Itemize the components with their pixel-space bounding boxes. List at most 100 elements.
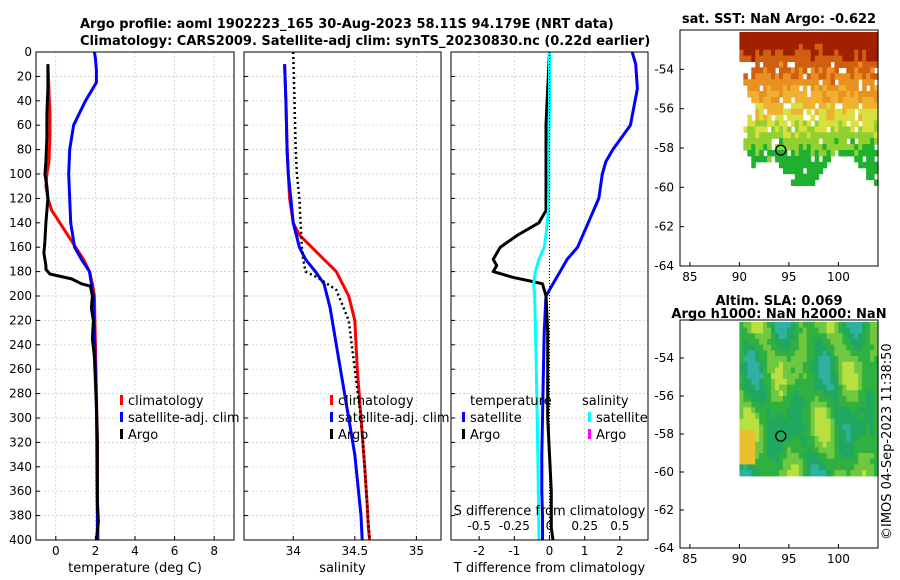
sla-cell [814, 401, 820, 408]
sla-cell [826, 413, 832, 420]
x-tick-label: 0 [52, 544, 60, 558]
sst-cell [794, 49, 800, 57]
sla-cell [842, 344, 847, 351]
sst-cell [826, 61, 832, 68]
sla-cell [751, 418, 756, 426]
sst-cell [798, 67, 804, 74]
sla-cell [743, 390, 748, 397]
sst-cell [747, 114, 752, 122]
sst-cell [838, 90, 843, 98]
top-tick-label: 0.5 [610, 519, 629, 533]
sst-cell [767, 144, 772, 151]
sst-cell [814, 173, 820, 181]
sla-cell [782, 413, 788, 420]
sla-cell [870, 447, 875, 454]
sst-cell [826, 149, 832, 157]
sst-cell [771, 49, 776, 57]
sla-cell [862, 430, 867, 437]
sst-cell [779, 120, 784, 127]
sst-cell [763, 61, 768, 68]
sla-cell [786, 321, 792, 329]
sla-cell [739, 390, 744, 397]
sla-cell [782, 350, 788, 357]
sla-cell [830, 350, 836, 357]
sst-cell [759, 155, 764, 163]
sla-cell [874, 458, 879, 465]
sst-cell [771, 31, 776, 39]
sla-cell [767, 378, 772, 386]
sla-cell [842, 453, 847, 460]
sst-cell [826, 79, 832, 86]
sst-cell [755, 149, 760, 157]
sla-cell [802, 333, 808, 340]
sla-cell [810, 447, 816, 454]
sla-cell [759, 464, 764, 471]
sst-cell [822, 43, 828, 51]
sst-cell [759, 144, 764, 151]
sst-cell [834, 90, 839, 98]
sla-cell [798, 441, 804, 448]
sst-cell [850, 67, 855, 74]
sla-cell [846, 339, 851, 346]
sla-cell [814, 333, 820, 340]
sla-cell [810, 384, 816, 391]
sla-cell [743, 401, 748, 408]
sla-cell [779, 327, 784, 334]
sst-cell [850, 73, 855, 80]
sla-cell [798, 339, 804, 346]
sst-cell [854, 149, 859, 157]
sst-cell [842, 114, 847, 122]
sst-cell [874, 126, 879, 133]
sla-cell [838, 396, 843, 403]
sla-cell [810, 407, 816, 414]
sst-cell [751, 144, 756, 151]
sla-cell [763, 356, 768, 363]
sst-cell [794, 167, 800, 175]
sla-cell [775, 361, 780, 369]
sla-cell [874, 339, 879, 346]
sla-cell [771, 367, 776, 374]
sla-cell [775, 384, 780, 391]
sla-cell [822, 464, 828, 471]
sla-cell [763, 401, 768, 408]
sla-cell [818, 333, 824, 340]
sst-cell [830, 67, 836, 74]
sla-cell [739, 378, 744, 386]
sst-cell [786, 96, 792, 104]
y-tick-label: -60 [654, 180, 674, 194]
sst-cell [743, 73, 748, 80]
sst-cell [826, 96, 832, 104]
sla-cell [814, 373, 820, 380]
sla-cell [842, 339, 847, 346]
sla-cell [755, 384, 760, 391]
temperature-panel: 0 2 4 6 802040608010012014016018020022024026… [9, 45, 235, 576]
sst-cell [775, 132, 780, 139]
x-tick-label: 34 [286, 544, 301, 558]
sla-cell [858, 401, 863, 408]
sst-cell [870, 138, 875, 145]
sst-cell [779, 61, 784, 68]
x-tick-label: 2 [616, 544, 624, 558]
sla-cell [834, 407, 839, 414]
sst-cell [818, 67, 824, 74]
sla-cell [779, 321, 784, 329]
y-tick-label: -54 [654, 62, 674, 76]
sla-cell [862, 344, 867, 351]
sla-cell [782, 418, 788, 426]
sla-cell [818, 413, 824, 420]
legend-swatch-t-satellite [462, 412, 465, 422]
y-tick-label: -54 [654, 351, 674, 365]
sla-cell [763, 384, 768, 391]
sst-cell [842, 96, 847, 104]
sla-cell [794, 407, 800, 414]
sst-cell [814, 167, 820, 175]
sla-cell [818, 430, 824, 437]
sla-cell [763, 350, 768, 357]
sla-cell [814, 321, 820, 329]
sla-cell [779, 361, 784, 369]
sla-cell [834, 321, 839, 329]
sst-cell [743, 126, 748, 133]
argo-location-marker [775, 144, 787, 156]
sst-cell [775, 108, 780, 116]
sla-cell [830, 401, 836, 408]
